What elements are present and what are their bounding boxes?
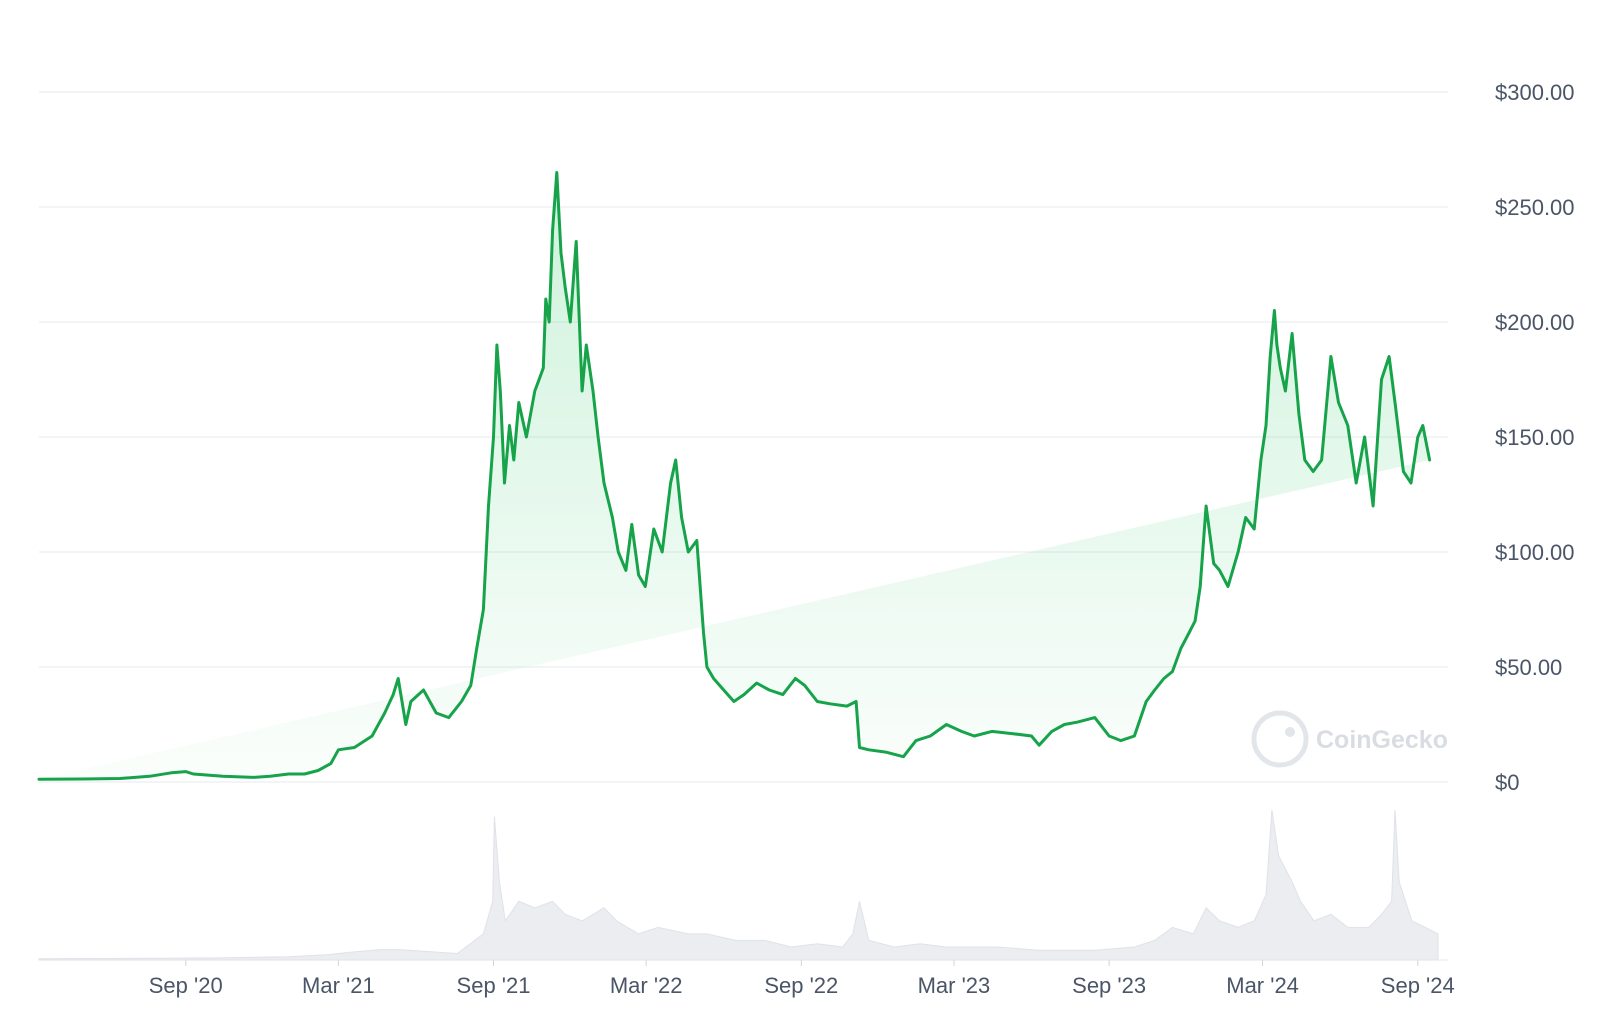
price-area: [39, 172, 1430, 780]
price-line: [37, 171, 1432, 781]
y-tick-label: $100.00: [1495, 540, 1575, 565]
volume-area: [38, 809, 1439, 961]
x-tick-label: Mar '23: [918, 973, 991, 998]
volume-bars: [38, 809, 1439, 961]
gecko-logo-icon: [1251, 710, 1309, 768]
y-tick-label: $0: [1495, 770, 1519, 795]
x-tick-label: Sep '24: [1381, 973, 1455, 998]
x-tick-label: Mar '24: [1226, 973, 1299, 998]
coingecko-watermark: CoinGecko: [1251, 710, 1448, 768]
gecko-logo-eye: [1285, 727, 1295, 737]
watermark-text: CoinGecko: [1316, 726, 1448, 754]
x-tick-label: Mar '21: [302, 973, 375, 998]
x-axis-ticks: Sep '20 Mar '21 Sep '21 Mar '22 Sep '22 Mar '…: [149, 960, 1455, 998]
gridlines: [39, 91, 1448, 961]
y-tick-label: $150.00: [1495, 425, 1575, 450]
price-series-line: [37, 171, 1432, 781]
x-tick-label: Mar '22: [610, 973, 683, 998]
y-axis-ticks: $0 $50.00 $100.00 $150.00 $200.00 $250.00 $300…: [1495, 80, 1575, 795]
y-tick-label: $200.00: [1495, 310, 1575, 335]
y-tick-label: $300.00: [1495, 80, 1575, 105]
y-tick-label: $50.00: [1495, 655, 1562, 680]
y-tick-label: $250.00: [1495, 195, 1575, 220]
price-area-fill: [39, 172, 1430, 780]
x-tick-label: Sep '21: [457, 973, 531, 998]
x-tick-label: Sep '20: [149, 973, 223, 998]
x-tick-label: Sep '22: [764, 973, 838, 998]
x-tick-label: Sep '23: [1072, 973, 1146, 998]
